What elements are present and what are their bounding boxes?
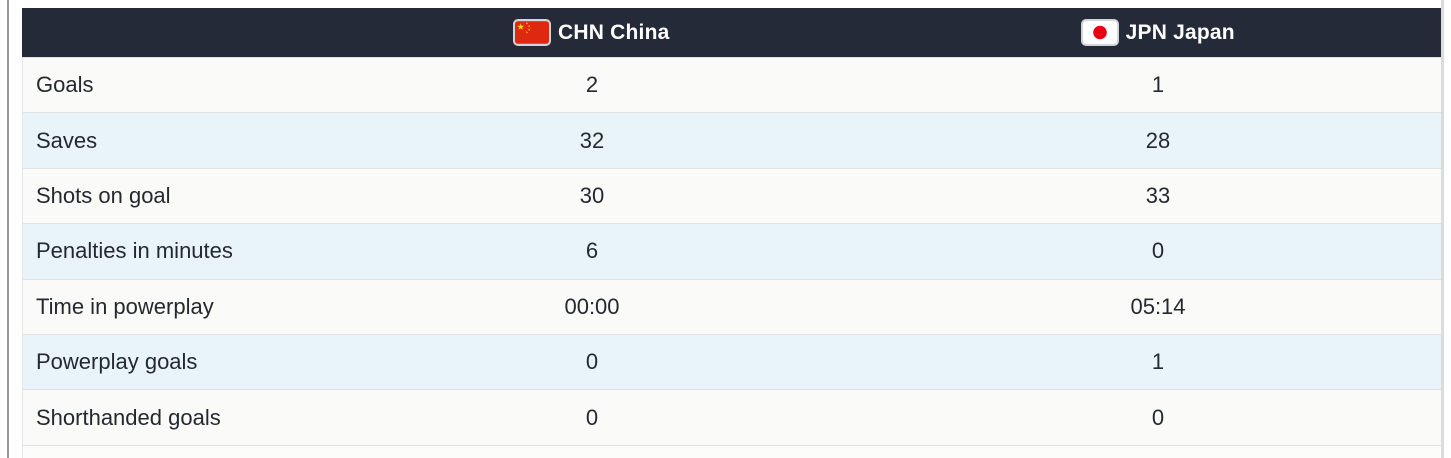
table-row-saves: Saves 32 28 [22, 112, 1441, 168]
stat-value-chn: 0 [585, 349, 599, 375]
stat-value-jpn: 1 [1151, 72, 1165, 98]
team-label-jpn: JPN Japan [1125, 20, 1235, 44]
window-left-edge-line [7, 0, 9, 458]
japan-flag-icon [1080, 19, 1119, 46]
table-row-penalties-in-minutes: Penalties in minutes 6 0 [22, 223, 1441, 279]
stat-label-column-header [22, 8, 308, 57]
table-row-goals: Goals 2 1 [22, 57, 1441, 113]
team-label-chn: CHN China [558, 20, 670, 44]
table-row-powerplay-goals: Powerplay goals 0 1 [22, 333, 1441, 390]
column-header-chn: CHN China [308, 8, 875, 57]
stat-label: Saves [36, 127, 98, 153]
stat-value-chn: 6 [585, 238, 599, 264]
table-row-shorthanded-goals: Shorthanded goals 0 0 [22, 389, 1441, 445]
stat-label: Time in powerplay [36, 293, 214, 319]
stat-value-jpn: 0 [1151, 404, 1165, 430]
table-row-time-in-powerplay: Time in powerplay 00:00 05:14 [22, 278, 1441, 334]
stat-value-chn: 32 [579, 127, 605, 153]
stat-value-jpn: 0 [1151, 238, 1165, 264]
stat-value-jpn: 33 [1145, 182, 1171, 208]
scrollbar-track [1441, 0, 1444, 458]
stat-label: Penalties in minutes [36, 238, 233, 264]
table-row-shots-on-goal: Shots on goal 30 33 [22, 167, 1441, 224]
stat-value-chn: 30 [579, 182, 605, 208]
stat-value-chn: 0 [585, 404, 599, 430]
stat-value-jpn: 05:14 [1130, 293, 1186, 319]
stat-label: Powerplay goals [36, 349, 198, 375]
stat-value-chn: 2 [585, 72, 599, 98]
china-flag-icon [513, 19, 552, 46]
table-row-partial [22, 444, 1441, 458]
team-stats-table: CHN China JPN Japan Goals 2 1 Saves 32 2… [22, 8, 1441, 458]
column-header-jpn: JPN Japan [875, 8, 1442, 57]
stat-label: Shots on goal [36, 182, 171, 208]
table-header-row: CHN China JPN Japan [22, 8, 1441, 57]
stat-label: Shorthanded goals [36, 404, 221, 430]
stat-label: Goals [36, 72, 94, 98]
stat-value-jpn: 28 [1145, 127, 1171, 153]
stat-value-chn: 00:00 [564, 293, 620, 319]
stat-value-jpn: 1 [1151, 349, 1165, 375]
